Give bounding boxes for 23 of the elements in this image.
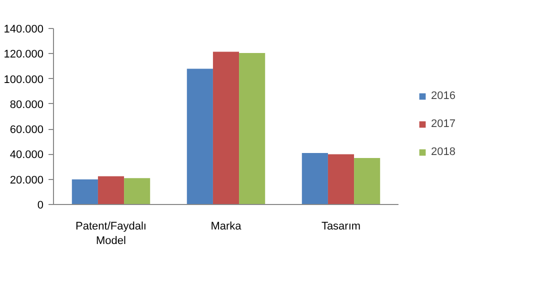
bar — [354, 158, 380, 204]
bar — [124, 178, 150, 204]
legend-label: 2018 — [431, 146, 456, 158]
y-tick-label: 40.000 — [10, 149, 44, 162]
y-tick-label: 0 — [37, 200, 44, 212]
y-tick-label: 120.000 — [4, 48, 44, 61]
y-tick-label: 140.000 — [4, 24, 44, 36]
x-tick-label: Tasarım — [321, 220, 361, 232]
bar — [302, 152, 328, 204]
legend-label: 2016 — [431, 90, 456, 102]
bar — [72, 179, 98, 204]
y-tick-label: 60.000 — [10, 124, 44, 136]
legend-label: 2017 — [431, 118, 456, 130]
y-tick-label: 100.000 — [4, 74, 44, 86]
bar — [98, 176, 124, 204]
bar — [186, 68, 213, 204]
bar — [239, 53, 266, 204]
bar — [328, 154, 354, 204]
x-tick-label: Patent/Faydalı Model — [76, 220, 146, 247]
y-tick-label: 80.000 — [10, 98, 44, 111]
y-tick-label: 20.000 — [10, 174, 44, 186]
x-tick-label: Marka — [210, 220, 242, 232]
bar — [212, 52, 240, 204]
